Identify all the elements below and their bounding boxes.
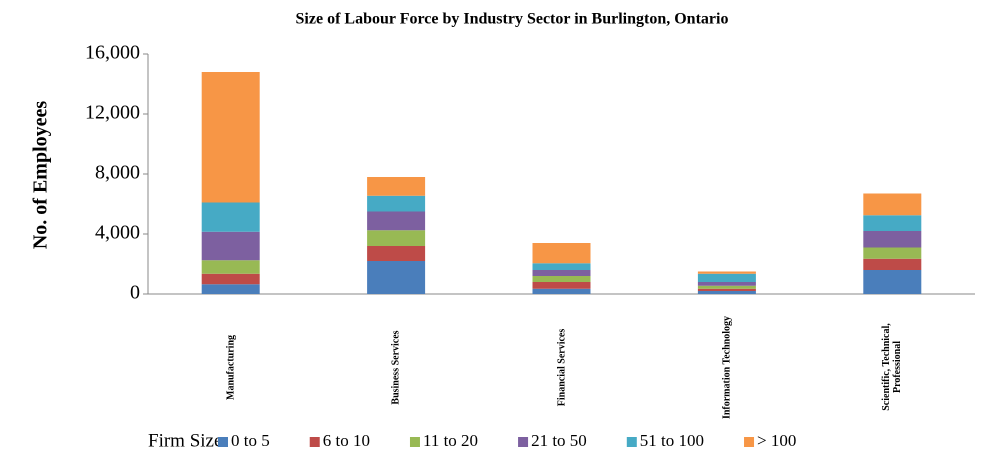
- legend-label: 21 to 50: [531, 431, 587, 450]
- bar-segment: [697, 273, 756, 282]
- bar-segment: [697, 288, 756, 291]
- bar-segment: [201, 284, 260, 294]
- legend-label: > 100: [757, 431, 796, 450]
- bar-segment: [201, 72, 260, 203]
- x-tick-label: Information Technology: [721, 315, 733, 419]
- y-tick-label: 0: [130, 282, 140, 304]
- bar-segment: [863, 231, 922, 248]
- bar-segment: [532, 263, 591, 270]
- chart-title: Size of Labour Force by Industry Sector …: [296, 11, 729, 28]
- legend-label: 0 to 5: [231, 431, 270, 450]
- bar-segment: [697, 271, 756, 274]
- bar-segment: [367, 211, 426, 231]
- bar-segment: [532, 243, 591, 264]
- bar-segment: [863, 193, 922, 216]
- bar-segment: [697, 285, 756, 289]
- y-tick-label: 4,000: [95, 222, 140, 244]
- bar-segment: [532, 270, 591, 276]
- bar-segment: [367, 177, 426, 196]
- x-tick-label: Business Services: [390, 329, 402, 405]
- y-tick-label: 12,000: [85, 102, 140, 124]
- bar-segment: [863, 270, 922, 294]
- legend-swatch: [218, 437, 228, 447]
- legend-label: 6 to 10: [323, 431, 370, 450]
- bar-segment: [697, 282, 756, 286]
- y-tick-label: 16,000: [85, 42, 140, 64]
- legend-swatch: [626, 437, 637, 447]
- bar-segment: [367, 230, 426, 246]
- y-axis-label: No. of Employees: [30, 101, 52, 250]
- bar-segment: [367, 195, 426, 212]
- legend-swatch: [409, 437, 420, 447]
- legend-label: 11 to 20: [423, 431, 478, 450]
- legend-swatch: [744, 437, 755, 447]
- legend-swatch: [309, 437, 320, 447]
- x-tick-label: Scientific, Technical, Professional: [881, 323, 904, 411]
- bar-segment: [201, 231, 260, 261]
- bar-segment: [863, 258, 922, 270]
- bar-segment: [367, 261, 426, 294]
- bar-segment: [532, 276, 591, 282]
- bar-segment: [532, 282, 591, 289]
- legend-swatch: [518, 437, 529, 447]
- bar-segment: [863, 215, 922, 231]
- bar-segment: [697, 291, 756, 294]
- bar-segment: [863, 247, 922, 259]
- legend-title: Firm Size:: [148, 430, 228, 451]
- bar-segment: [201, 202, 260, 232]
- x-tick-label: Manufacturing: [225, 334, 237, 400]
- legend-label: 51 to 100: [640, 431, 704, 450]
- bar-segment: [367, 246, 426, 261]
- bar-segment: [201, 273, 260, 285]
- x-tick-label: Financial Services: [556, 328, 567, 406]
- bar-segment: [201, 260, 260, 274]
- y-tick-label: 8,000: [95, 162, 140, 184]
- bar-segment: [532, 288, 591, 294]
